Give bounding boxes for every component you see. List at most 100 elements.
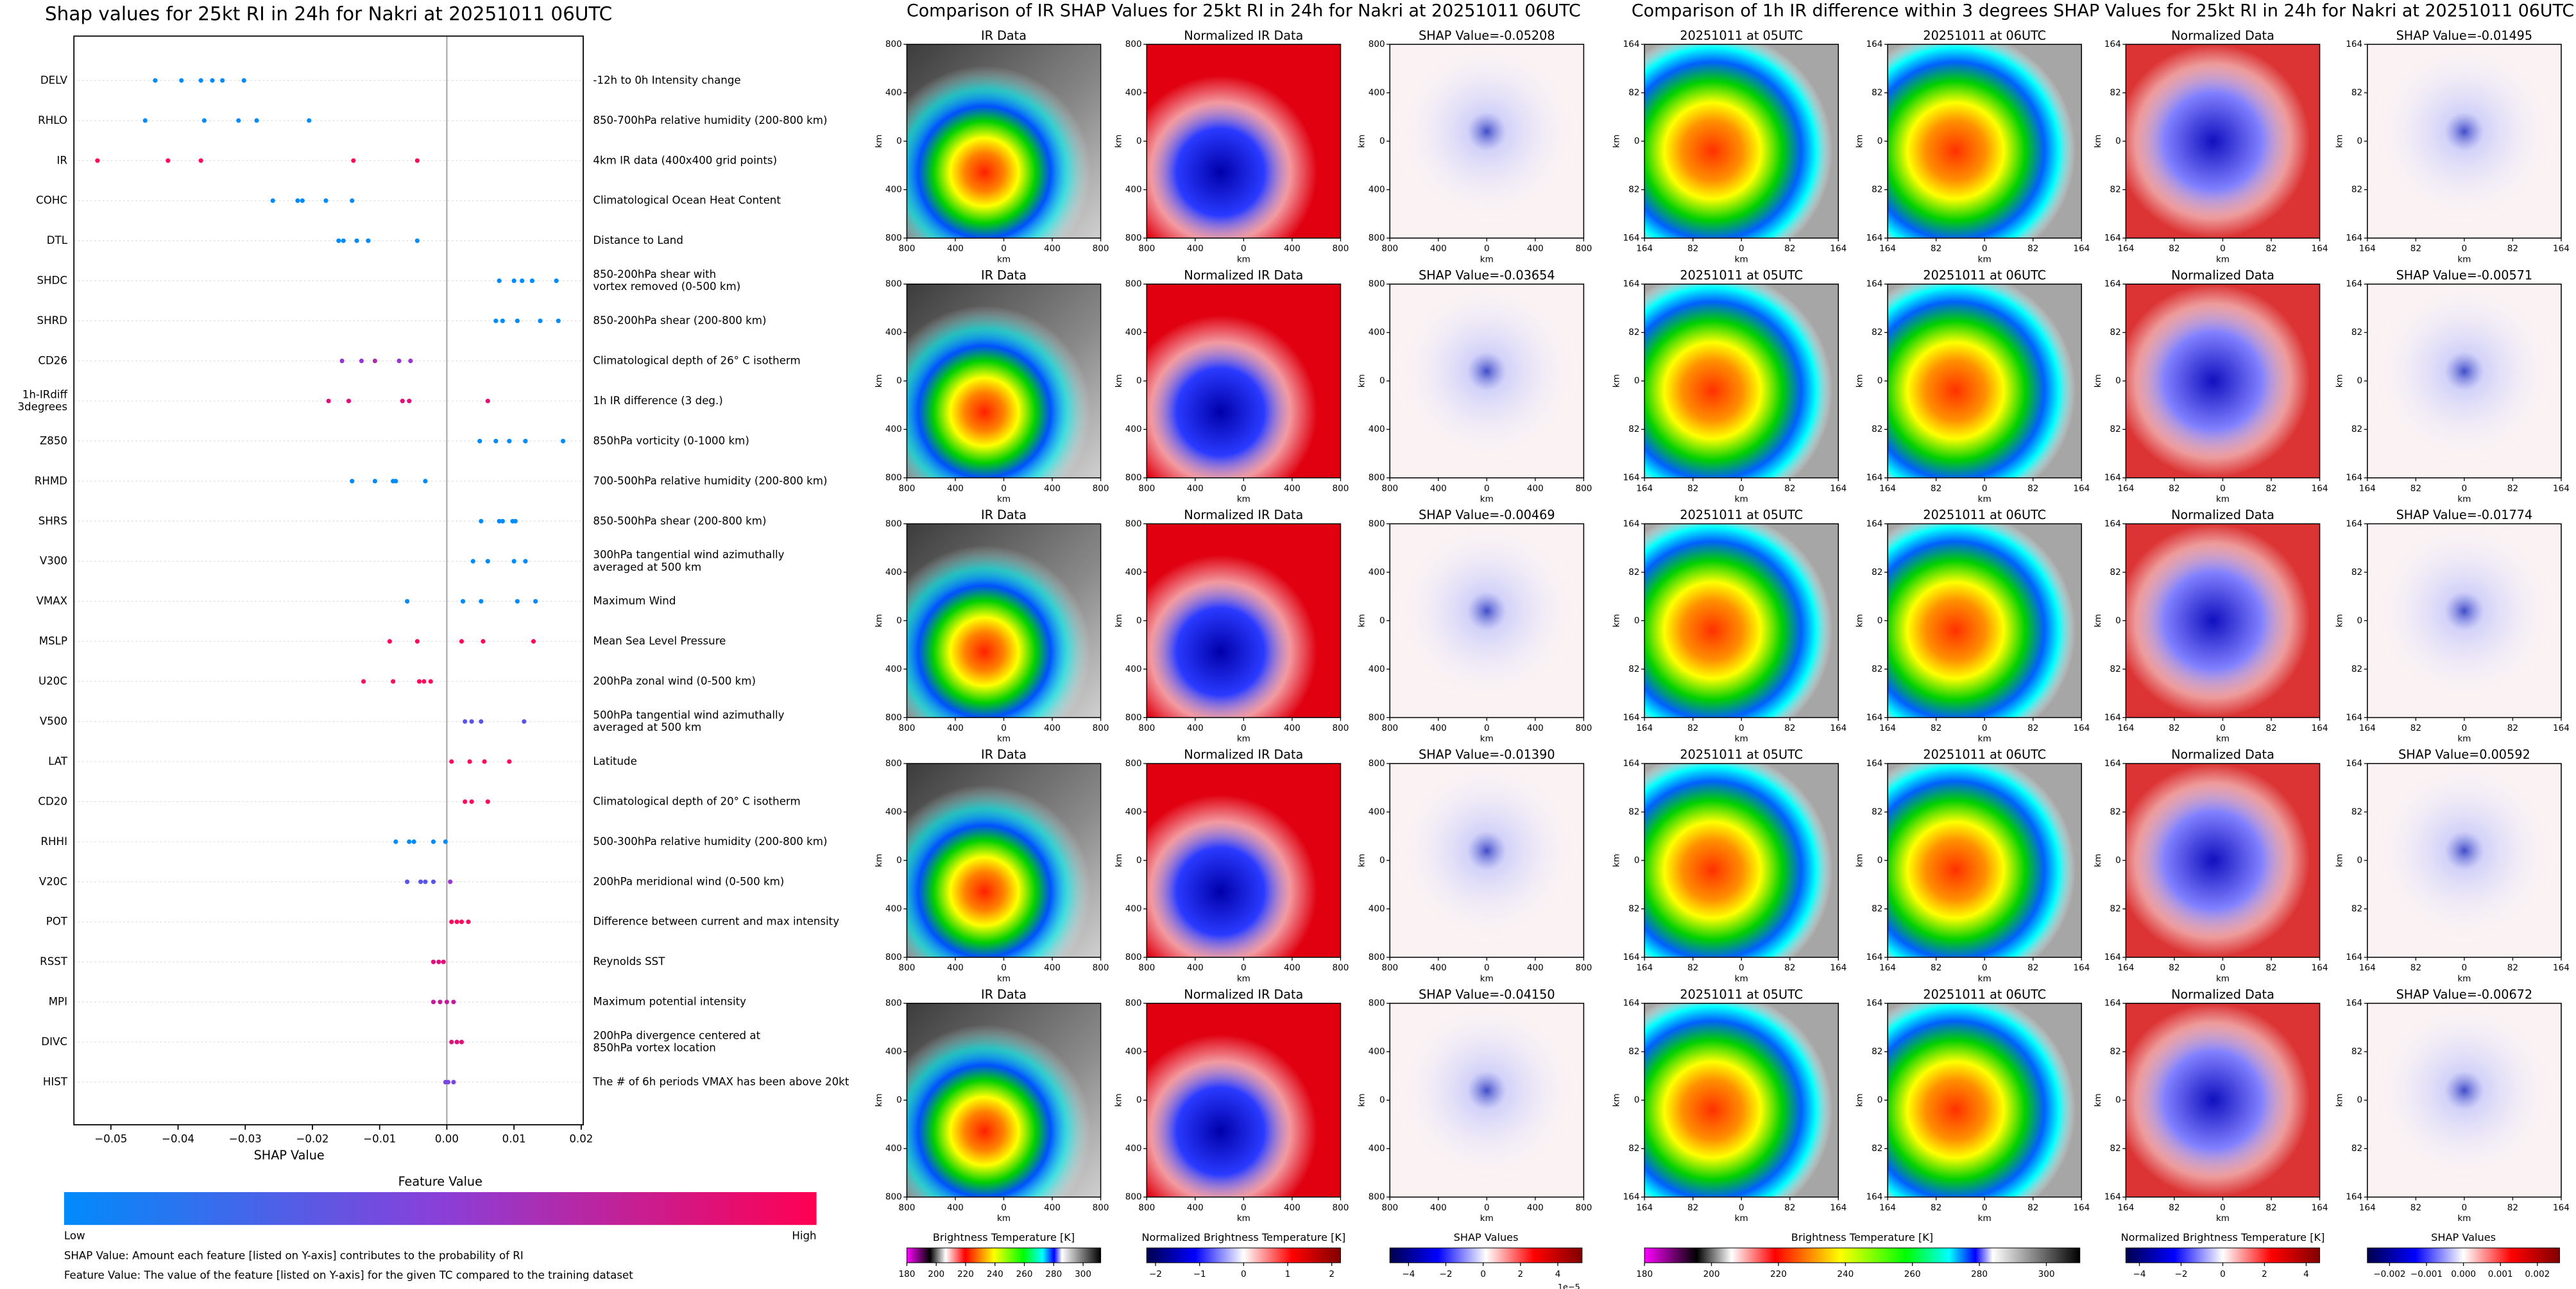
x-tick-label: 82 xyxy=(2169,244,2179,254)
x-tick-label: 400 xyxy=(1044,963,1061,973)
x-tick-label: 0 xyxy=(1001,963,1007,973)
y-tick-label: 164 xyxy=(1623,758,1640,769)
point xyxy=(470,559,475,564)
panel-title: Normalized IR Data xyxy=(1184,747,1303,762)
y-tick-label: 82 xyxy=(2351,424,2362,434)
y-axis-label: km xyxy=(1855,854,1865,867)
point xyxy=(391,679,396,684)
point xyxy=(507,759,512,764)
y-tick-label: 82 xyxy=(2110,185,2120,195)
point xyxy=(529,278,535,284)
feature-label: DELV xyxy=(40,74,68,86)
feature-label: RSST xyxy=(40,955,68,968)
y-axis-label: km xyxy=(1612,614,1622,627)
y-tick-label: 400 xyxy=(1369,185,1385,195)
feature-label-line: V20C xyxy=(39,875,67,887)
y-tick-label: 164 xyxy=(2346,518,2362,529)
point xyxy=(393,479,398,484)
image-overlay xyxy=(1147,524,1341,718)
y-tick-label: 82 xyxy=(1872,664,1882,674)
panel-title: 20251011 at 06UTC xyxy=(1923,268,2046,282)
y-tick-label: 400 xyxy=(1125,567,1142,577)
x-tick-label: 800 xyxy=(1333,1202,1349,1213)
y-tick-label: 82 xyxy=(1872,327,1882,337)
x-tick-label: 400 xyxy=(1527,483,1544,493)
point xyxy=(485,398,490,404)
point xyxy=(477,438,482,443)
x-axis-label: km xyxy=(1978,1213,1992,1224)
x-axis-label: km xyxy=(1735,254,1748,264)
feature-description: 850-700hPa relative humidity (200-800 km… xyxy=(593,114,827,126)
x-tick-label: 164 xyxy=(2073,1202,2090,1213)
feature-description: 850hPa vorticity (0-1000 km) xyxy=(593,434,749,447)
feature-label-line: RSST xyxy=(40,955,68,968)
y-tick-label: 164 xyxy=(2346,758,2362,769)
panel-title: 20251011 at 06UTC xyxy=(1923,987,2046,1002)
point xyxy=(372,479,377,484)
x-tick-label: 800 xyxy=(1333,244,1349,254)
x-tick-label: −0.01 xyxy=(363,1133,396,1145)
x-tick-label: 82 xyxy=(1931,483,1941,493)
x-axis-label: km xyxy=(2216,494,2230,504)
colorbar-tick-label: 300 xyxy=(2038,1269,2055,1279)
x-axis-label: km xyxy=(1480,494,1494,504)
x-tick-label: 82 xyxy=(2265,1202,2276,1213)
y-tick-label: 0 xyxy=(1136,855,1142,866)
point xyxy=(454,1039,459,1045)
note: SHAP Value: Amount each feature [listed … xyxy=(64,1249,524,1261)
colorbar xyxy=(2125,1247,2321,1263)
x-tick-label: −0.04 xyxy=(162,1133,194,1145)
point xyxy=(454,919,459,925)
y-tick-label: 82 xyxy=(2351,567,2362,577)
y-tick-label: 400 xyxy=(1125,904,1142,914)
point xyxy=(467,759,472,764)
x-axis-label: km xyxy=(1978,494,1992,504)
point xyxy=(449,919,454,925)
feature-label: SHRS xyxy=(38,515,67,527)
x-tick-label: 400 xyxy=(1187,1202,1204,1213)
x-tick-label: 164 xyxy=(1636,963,1653,973)
x-tick-label: 0 xyxy=(2462,1202,2468,1213)
y-tick-label: 400 xyxy=(1125,1046,1142,1057)
y-tick-label: 82 xyxy=(1872,1046,1882,1057)
y-tick-label: 400 xyxy=(1369,664,1385,674)
image-overlay xyxy=(1888,284,2082,478)
feature-description: 700-500hPa relative humidity (200-800 km… xyxy=(593,474,827,486)
panel-title: Normalized Data xyxy=(2171,747,2274,762)
y-tick-label: 0 xyxy=(1136,136,1142,146)
y-tick-label: 400 xyxy=(885,807,902,817)
x-tick-label: 800 xyxy=(1575,244,1592,254)
point xyxy=(443,839,448,844)
x-tick-label: 800 xyxy=(899,963,916,973)
x-tick-label: 400 xyxy=(1187,483,1204,493)
y-tick-label: 164 xyxy=(2346,473,2362,483)
feature-label: RHLO xyxy=(38,114,67,126)
x-tick-label: 400 xyxy=(1527,244,1544,254)
feature-label: CD26 xyxy=(38,354,67,366)
feature-description-line: 850-200hPa shear (200-800 km) xyxy=(593,314,766,327)
panel-title: 20251011 at 06UTC xyxy=(1923,508,2046,522)
x-tick-label: 164 xyxy=(2553,723,2570,733)
feature-label-line: SHRS xyxy=(38,515,67,527)
y-axis-label: km xyxy=(1357,854,1367,867)
x-tick-label: 82 xyxy=(2507,244,2518,254)
y-tick-label: 164 xyxy=(2104,233,2121,243)
panel-title: Normalized IR Data xyxy=(1184,28,1303,43)
y-tick-label: 82 xyxy=(2351,904,2362,914)
y-tick-label: 800 xyxy=(1369,758,1385,769)
feature-label-line: POT xyxy=(46,915,68,927)
point xyxy=(201,118,207,123)
colorbar-label: SHAP Values xyxy=(1454,1231,1519,1243)
y-axis-label: km xyxy=(1114,1093,1124,1107)
point xyxy=(493,438,499,443)
point xyxy=(459,919,465,925)
y-tick-label: 82 xyxy=(2351,1046,2362,1057)
point xyxy=(445,1079,451,1085)
x-tick-label: 82 xyxy=(1687,244,1698,254)
y-axis-label: km xyxy=(2334,1093,2344,1107)
x-axis-label: km xyxy=(1480,973,1494,984)
feature-description-line: Maximum potential intensity xyxy=(593,995,746,1007)
y-axis-label: km xyxy=(1612,1093,1622,1107)
x-tick-label: 164 xyxy=(2312,244,2328,254)
feature-description: Climatological Ocean Heat Content xyxy=(593,194,781,206)
